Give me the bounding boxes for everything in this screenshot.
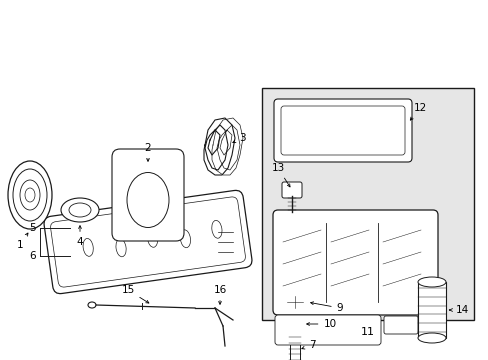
Ellipse shape — [69, 203, 91, 217]
Ellipse shape — [211, 220, 222, 238]
Text: 9: 9 — [310, 302, 343, 313]
Ellipse shape — [13, 169, 47, 221]
Text: 8: 8 — [0, 359, 1, 360]
Ellipse shape — [127, 172, 169, 228]
Bar — [289, 334, 299, 360]
Text: 14: 14 — [448, 305, 468, 315]
Ellipse shape — [61, 198, 99, 222]
Text: 3: 3 — [232, 133, 245, 143]
FancyBboxPatch shape — [282, 182, 302, 198]
Bar — [262, 88, 473, 320]
Bar — [417, 282, 445, 338]
Text: 13: 13 — [271, 163, 289, 187]
FancyBboxPatch shape — [44, 190, 251, 294]
Ellipse shape — [25, 188, 35, 202]
Ellipse shape — [116, 239, 126, 257]
FancyBboxPatch shape — [383, 316, 417, 334]
FancyBboxPatch shape — [272, 210, 437, 315]
FancyBboxPatch shape — [112, 149, 183, 241]
Ellipse shape — [284, 215, 299, 225]
Text: 15: 15 — [121, 285, 148, 303]
Ellipse shape — [88, 302, 96, 308]
Ellipse shape — [83, 238, 93, 256]
Text: 1: 1 — [17, 233, 28, 250]
Ellipse shape — [417, 333, 445, 343]
Ellipse shape — [426, 316, 444, 334]
Text: 5: 5 — [30, 223, 36, 233]
Text: 11: 11 — [360, 327, 374, 337]
Ellipse shape — [430, 320, 440, 330]
Text: 2: 2 — [144, 143, 151, 161]
Text: 7: 7 — [301, 340, 315, 350]
FancyBboxPatch shape — [281, 290, 308, 314]
Text: 16: 16 — [213, 285, 226, 304]
Text: 4: 4 — [77, 226, 83, 247]
FancyBboxPatch shape — [274, 315, 380, 345]
Ellipse shape — [287, 217, 296, 222]
Text: 6: 6 — [30, 251, 36, 261]
Ellipse shape — [20, 180, 40, 210]
Ellipse shape — [289, 321, 299, 327]
Ellipse shape — [147, 229, 157, 247]
Text: 10: 10 — [306, 319, 336, 329]
Ellipse shape — [180, 230, 190, 248]
Ellipse shape — [417, 277, 445, 287]
FancyBboxPatch shape — [273, 99, 411, 162]
Text: 12: 12 — [409, 103, 426, 120]
Ellipse shape — [8, 161, 52, 229]
Ellipse shape — [284, 318, 305, 330]
